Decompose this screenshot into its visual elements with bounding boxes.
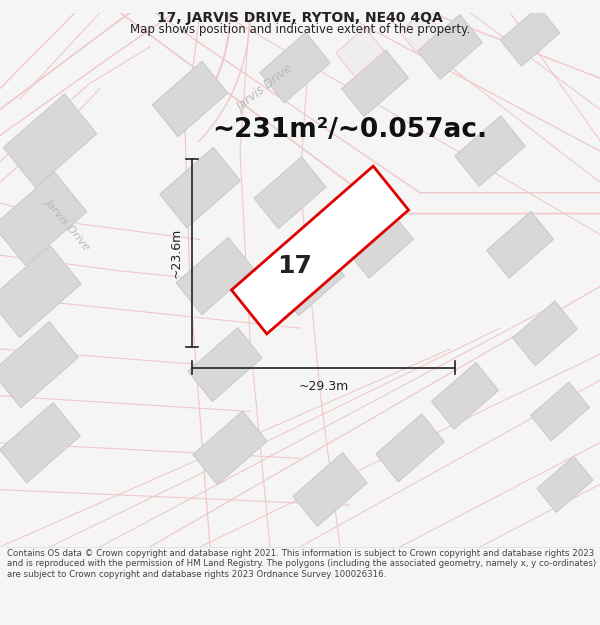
- Polygon shape: [537, 456, 593, 512]
- Polygon shape: [0, 172, 87, 266]
- Polygon shape: [293, 452, 367, 526]
- Polygon shape: [152, 61, 228, 137]
- Polygon shape: [376, 414, 444, 482]
- Polygon shape: [260, 32, 330, 103]
- Text: Jarvis Drive: Jarvis Drive: [235, 62, 295, 114]
- Text: Jarvis Drive: Jarvis Drive: [44, 196, 92, 251]
- Text: 17, JARVIS DRIVE, RYTON, NE40 4QA: 17, JARVIS DRIVE, RYTON, NE40 4QA: [157, 11, 443, 24]
- Polygon shape: [176, 238, 254, 315]
- Text: ~23.6m: ~23.6m: [170, 228, 182, 278]
- Polygon shape: [254, 157, 326, 229]
- Polygon shape: [193, 411, 267, 485]
- Polygon shape: [431, 362, 499, 429]
- Polygon shape: [341, 50, 409, 117]
- Polygon shape: [188, 328, 262, 401]
- Polygon shape: [160, 148, 241, 228]
- Polygon shape: [0, 246, 81, 338]
- Polygon shape: [400, 11, 440, 52]
- Polygon shape: [3, 94, 97, 188]
- Polygon shape: [530, 382, 589, 441]
- Polygon shape: [347, 211, 413, 278]
- Text: Contains OS data © Crown copyright and database right 2021. This information is : Contains OS data © Crown copyright and d…: [7, 549, 596, 579]
- Text: ~29.3m: ~29.3m: [298, 380, 349, 393]
- Polygon shape: [232, 166, 409, 334]
- Polygon shape: [275, 247, 344, 316]
- Polygon shape: [455, 116, 525, 186]
- Text: 17: 17: [278, 254, 313, 278]
- Polygon shape: [336, 28, 384, 77]
- Polygon shape: [500, 6, 560, 66]
- Polygon shape: [0, 402, 80, 483]
- Text: ~231m²/~0.057ac.: ~231m²/~0.057ac.: [212, 118, 488, 143]
- Polygon shape: [512, 301, 577, 366]
- Polygon shape: [418, 14, 482, 79]
- Polygon shape: [0, 321, 78, 408]
- Text: Map shows position and indicative extent of the property.: Map shows position and indicative extent…: [130, 22, 470, 36]
- Polygon shape: [487, 211, 553, 278]
